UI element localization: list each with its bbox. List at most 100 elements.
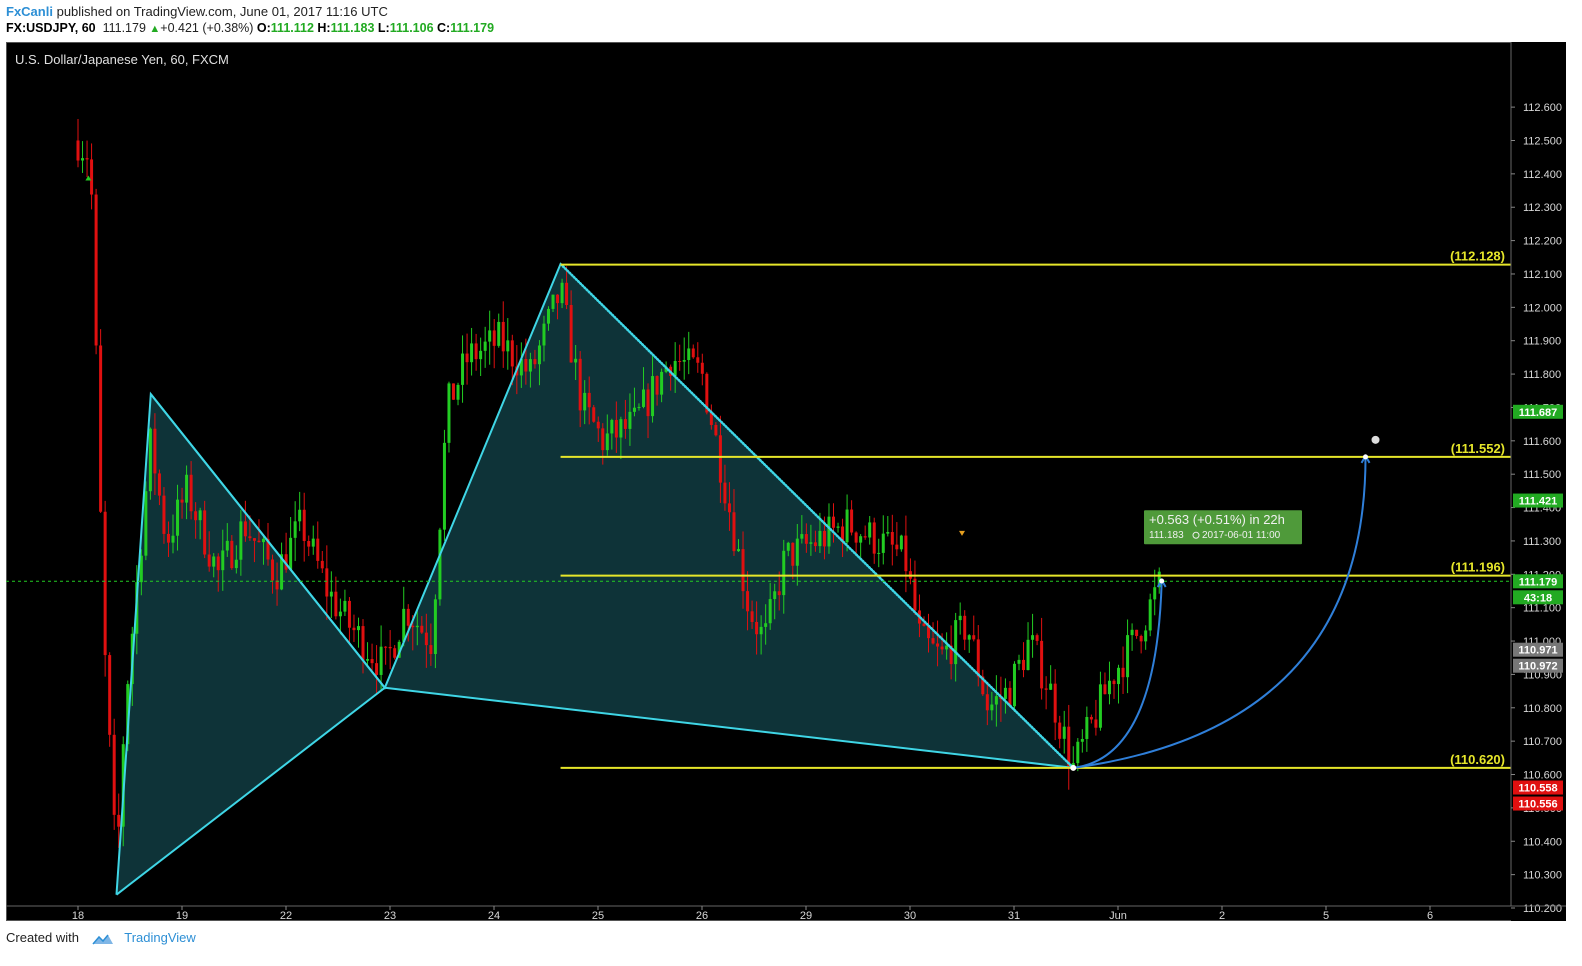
candle-body bbox=[239, 521, 243, 560]
candle bbox=[940, 633, 944, 655]
candle-body bbox=[212, 556, 216, 567]
candle-body bbox=[850, 509, 854, 533]
candle bbox=[1067, 704, 1071, 790]
author-link[interactable]: FxCanli bbox=[6, 4, 53, 19]
candle bbox=[578, 351, 582, 428]
candle-body bbox=[664, 366, 668, 372]
candle bbox=[375, 645, 379, 695]
candle-body bbox=[994, 696, 998, 705]
candle bbox=[393, 645, 397, 660]
candle bbox=[433, 594, 437, 669]
candle bbox=[872, 517, 876, 564]
candle-body bbox=[316, 538, 320, 561]
candle-body bbox=[1085, 716, 1089, 739]
candle bbox=[1017, 654, 1021, 671]
candle bbox=[447, 381, 451, 453]
candle bbox=[741, 531, 745, 609]
candle-body bbox=[424, 632, 428, 646]
candle bbox=[144, 481, 148, 561]
candle-body bbox=[868, 522, 872, 538]
candle bbox=[81, 141, 85, 173]
candle-body bbox=[628, 411, 632, 429]
candle bbox=[836, 522, 840, 533]
candle-body bbox=[800, 534, 804, 539]
candle-body bbox=[162, 495, 166, 534]
y-tick-label: 112.000 bbox=[1523, 302, 1562, 314]
candle-body bbox=[1026, 639, 1030, 671]
candle bbox=[99, 329, 103, 514]
candle bbox=[958, 602, 962, 635]
candle-body bbox=[144, 491, 148, 556]
candle-body bbox=[488, 330, 492, 342]
candle-body bbox=[727, 503, 731, 513]
price-chart[interactable]: (112.128) (111.552) (111.196) (110.620) +0.5… bbox=[6, 42, 1566, 921]
candle-body bbox=[759, 626, 763, 635]
candle bbox=[637, 403, 641, 411]
y-tick-label: 110.300 bbox=[1523, 870, 1562, 882]
candle bbox=[347, 597, 351, 644]
candle bbox=[718, 415, 722, 503]
candle-body bbox=[166, 533, 170, 543]
candle bbox=[1126, 619, 1130, 694]
pattern-point-d bbox=[1070, 764, 1077, 771]
y-tick-label: 111.500 bbox=[1523, 469, 1561, 481]
measure-price: 111.183 bbox=[1149, 530, 1184, 541]
candle-body bbox=[1003, 687, 1007, 699]
candle bbox=[456, 382, 460, 406]
candle-body bbox=[687, 348, 691, 361]
candle-body bbox=[171, 535, 175, 543]
candle-body bbox=[904, 535, 908, 572]
candle bbox=[1076, 738, 1080, 772]
published-text: published on TradingView.com, June 01, 2… bbox=[56, 4, 388, 19]
candle-body bbox=[216, 556, 220, 571]
candle bbox=[985, 684, 989, 726]
candle bbox=[660, 368, 664, 403]
pattern-bd-line bbox=[384, 686, 1074, 769]
candle bbox=[261, 534, 265, 565]
candle bbox=[103, 500, 107, 677]
tradingview-link[interactable]: TradingView bbox=[124, 930, 196, 945]
candle-body bbox=[248, 536, 252, 539]
candle-body bbox=[804, 534, 808, 544]
candle bbox=[356, 617, 360, 648]
candle-body bbox=[614, 419, 618, 438]
pattern-ab-line bbox=[150, 393, 386, 689]
candle bbox=[850, 500, 854, 536]
candle bbox=[936, 620, 940, 667]
candle bbox=[343, 589, 347, 616]
candle bbox=[723, 464, 727, 511]
candle-body bbox=[673, 361, 677, 376]
candle-body bbox=[764, 623, 768, 627]
candle bbox=[732, 489, 736, 556]
y-tick-label: 110.400 bbox=[1523, 836, 1562, 848]
y-tick-label: 112.300 bbox=[1523, 202, 1562, 214]
open-value: 111.112 bbox=[270, 21, 314, 35]
candle bbox=[479, 337, 483, 377]
candle bbox=[994, 675, 998, 727]
chart-title: U.S. Dollar/Japanese Yen, 60, FXCM bbox=[15, 52, 229, 67]
candle-body bbox=[320, 560, 324, 569]
y-tick-label: 110.800 bbox=[1523, 703, 1562, 715]
low-label: L: bbox=[377, 21, 390, 35]
candle bbox=[832, 503, 836, 543]
candle bbox=[1085, 706, 1089, 752]
candle-body bbox=[845, 509, 849, 543]
candle bbox=[890, 514, 894, 566]
candle bbox=[488, 310, 492, 365]
candle bbox=[271, 554, 275, 594]
x-tick-label: 23 bbox=[384, 910, 396, 921]
candle-body bbox=[533, 359, 537, 365]
price-tag: 43:18 bbox=[1513, 590, 1563, 605]
candle bbox=[782, 539, 786, 614]
candle-body bbox=[637, 406, 641, 408]
candle-body bbox=[528, 359, 532, 372]
candle-body bbox=[854, 532, 858, 543]
candle-body bbox=[393, 648, 397, 658]
candle-body bbox=[601, 428, 605, 451]
price-tag-label: 110.972 bbox=[1518, 661, 1557, 673]
candle-body bbox=[660, 371, 664, 395]
candle-body bbox=[809, 542, 813, 544]
candle-body bbox=[479, 350, 483, 360]
candle-body bbox=[813, 542, 817, 547]
candle bbox=[284, 532, 288, 573]
